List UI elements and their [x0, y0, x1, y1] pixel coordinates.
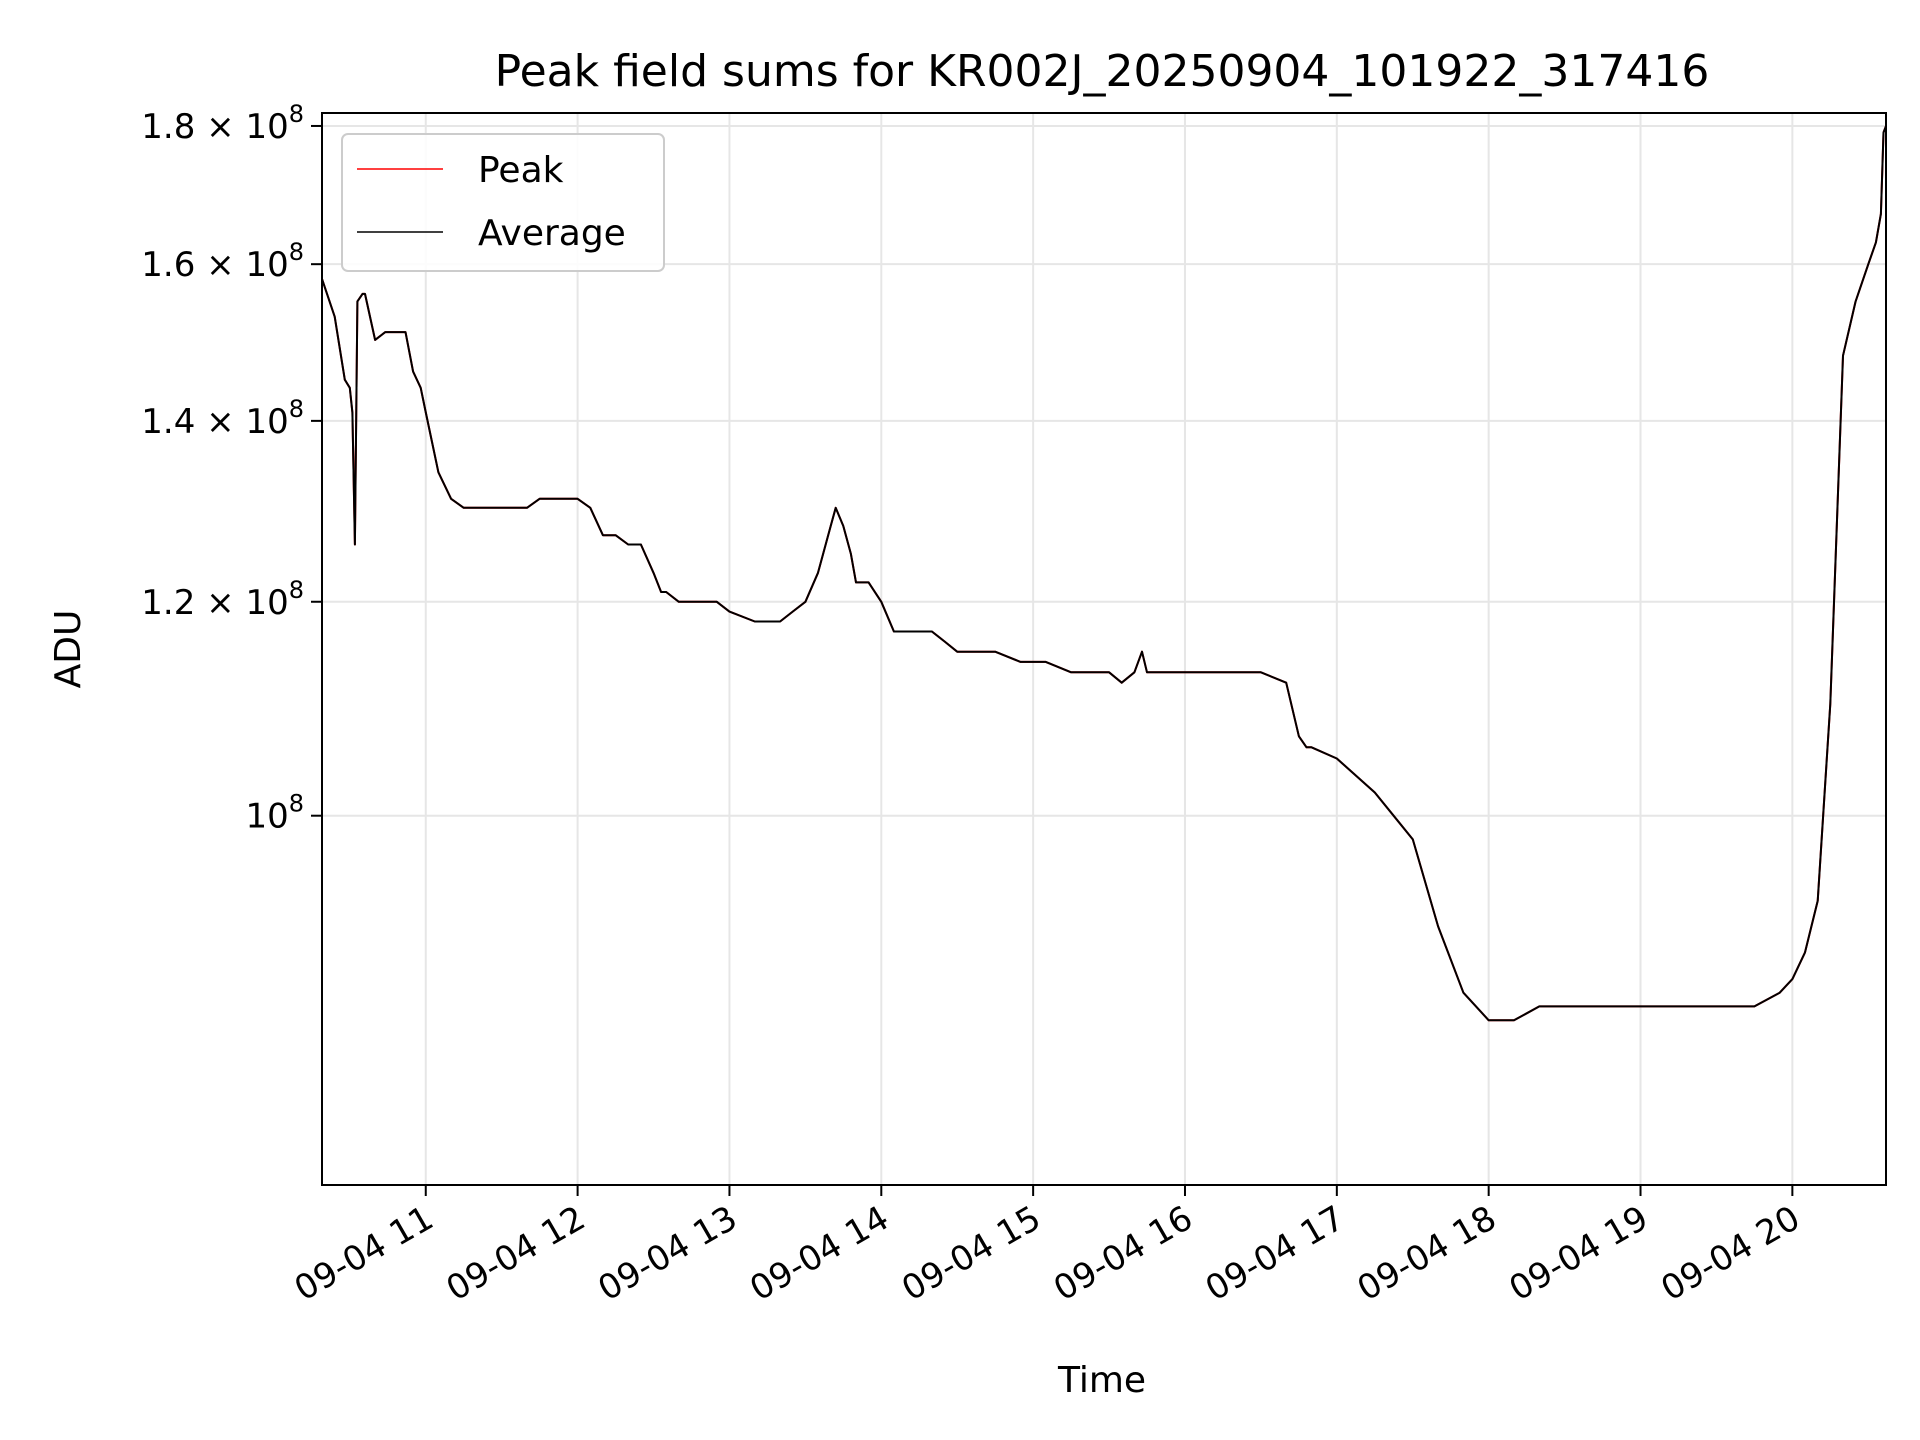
y-tick-label: 1.4 × 108	[141, 395, 304, 442]
chart-title: Peak field sums for KR002J_20250904_1019…	[495, 46, 1710, 97]
legend-peak-label: Peak	[478, 150, 564, 191]
grid	[322, 113, 1886, 1185]
series-layer	[321, 125, 1887, 1022]
y-axis-ticks: 108 1.2 × 108 1.4 × 108 1.6 × 108 1.8 × 108	[141, 100, 322, 837]
y-tick-label: 108	[245, 790, 304, 837]
legend: Peak Average	[341, 133, 665, 272]
legend-average-label: Average	[478, 213, 626, 254]
y-tick-label: 1.2 × 108	[141, 576, 304, 623]
x-axis-label: Time	[1057, 1360, 1146, 1401]
y-axis-label: ADU	[48, 610, 89, 689]
y-tick-label: 1.8 × 108	[141, 100, 304, 147]
plot-area-frame	[321, 112, 1887, 1186]
y-tick-label: 1.6 × 108	[141, 238, 304, 285]
series-line-average	[321, 125, 1887, 1022]
